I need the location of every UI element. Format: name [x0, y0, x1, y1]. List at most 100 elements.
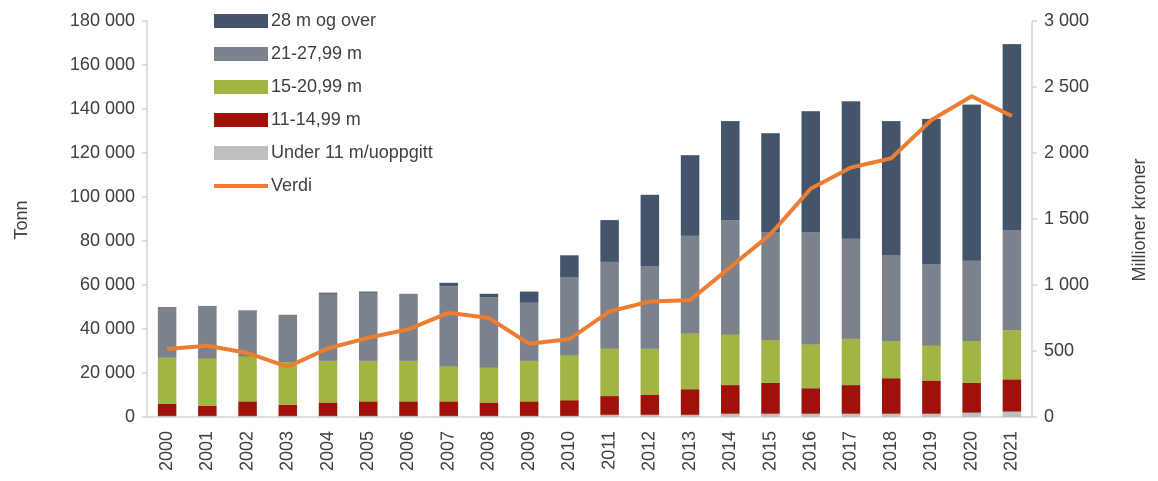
bar-segment	[801, 388, 821, 414]
bar-segment	[922, 380, 941, 414]
bar-segment	[198, 358, 217, 406]
y-axis-title: Tonn	[11, 200, 31, 239]
bar-segment	[680, 389, 700, 415]
x-tick-label: 2007	[437, 431, 457, 471]
legend-swatch	[214, 146, 268, 160]
bar-segment	[358, 415, 378, 417]
bar-segment	[922, 118, 941, 265]
bar-segment	[922, 345, 941, 381]
bar-segment	[801, 232, 821, 345]
y2-tick-label: 3 000	[1044, 10, 1089, 30]
legend-label: 15-20,99 m	[271, 76, 362, 96]
x-tick-label: 2010	[558, 431, 578, 471]
bar-segment	[238, 356, 257, 402]
bar-segment	[922, 413, 941, 417]
bar-segment	[680, 155, 700, 236]
bar-segment	[238, 310, 257, 357]
bar-segment	[721, 334, 740, 386]
bar-segment	[600, 396, 619, 415]
x-tick-label: 2005	[357, 431, 377, 471]
bar-segment	[479, 367, 499, 403]
bar-segment	[198, 415, 217, 417]
bar-segment	[881, 121, 901, 256]
y-tick-label: 60 000	[80, 274, 135, 294]
bar-segment	[600, 261, 619, 349]
bar-segment	[600, 348, 619, 397]
bar-segment	[600, 414, 619, 417]
bar-segment	[721, 121, 740, 221]
bar-segment	[881, 413, 901, 417]
bar-segment	[278, 314, 298, 362]
bar-segment	[560, 355, 579, 401]
bar-segment	[841, 101, 861, 239]
bar-segment	[358, 292, 378, 361]
bar-segment	[479, 293, 499, 298]
bar-segment	[358, 291, 378, 293]
bar-segment	[399, 360, 418, 402]
bar-segment	[157, 415, 177, 417]
bar-segment	[1002, 411, 1022, 417]
bar-segment	[640, 266, 660, 349]
x-tick-label: 2004	[317, 431, 337, 471]
bar-segment	[761, 232, 780, 340]
x-tick-label: 2001	[196, 431, 216, 471]
bar-segment	[962, 104, 981, 261]
bar-segment	[680, 333, 700, 390]
x-tick-label: 2021	[1001, 431, 1021, 471]
line-series	[166, 94, 1013, 369]
bar-segment	[761, 413, 780, 417]
y-tick-label: 120 000	[70, 142, 135, 162]
bar-segment	[761, 133, 780, 233]
legend-swatch	[214, 80, 268, 94]
bar-segment	[1002, 230, 1022, 331]
legend-swatch	[214, 113, 268, 127]
bar-segment	[358, 360, 378, 402]
y-tick-label: 20 000	[80, 362, 135, 382]
y-tick-label: 40 000	[80, 318, 135, 338]
bar-segment	[600, 220, 619, 262]
y2-tick-label: 2 500	[1044, 76, 1089, 96]
bar-segment	[439, 401, 458, 416]
bar-segment	[519, 302, 539, 361]
y-tick-label: 80 000	[80, 230, 135, 250]
x-tick-label: 2020	[960, 431, 980, 471]
legend-label: Verdi	[271, 175, 312, 195]
y2-tick-label: 0	[1044, 406, 1054, 426]
bar-segment	[881, 255, 901, 342]
bar-segment	[479, 402, 499, 416]
y-tick-label: 140 000	[70, 98, 135, 118]
x-tick-label: 2008	[478, 431, 498, 471]
y-tick-label: 160 000	[70, 54, 135, 74]
x-tick-label: 2002	[236, 431, 256, 471]
bar-segment	[519, 291, 539, 303]
legend-label: 28 m og over	[271, 10, 376, 30]
bar-segment	[1002, 379, 1022, 412]
bar-segment	[962, 382, 981, 413]
x-tick-label: 2003	[277, 431, 297, 471]
bar-segment	[157, 357, 177, 404]
x-tick-label: 2018	[880, 431, 900, 471]
bar-segment	[560, 400, 579, 416]
x-tick-label: 2016	[800, 431, 820, 471]
bar-segment	[399, 401, 418, 416]
bar-segment	[922, 264, 941, 346]
bar-segment	[761, 382, 780, 414]
bar-segment	[680, 414, 700, 417]
bar-segment	[318, 293, 338, 361]
bar-segment	[198, 406, 217, 416]
bar-segment	[761, 340, 780, 383]
bar-segment	[399, 415, 418, 417]
bar-segment	[680, 235, 700, 334]
bar-segment	[801, 413, 821, 417]
bar-segment	[721, 413, 740, 417]
bar-segment	[238, 401, 257, 416]
y2-tick-label: 500	[1044, 340, 1074, 360]
bar-segment	[640, 414, 660, 417]
bar-segment	[278, 415, 298, 417]
bar-segment	[841, 385, 861, 414]
bar-segment	[318, 415, 338, 417]
bar-segment	[318, 402, 338, 416]
bar-segment	[721, 220, 740, 335]
bar-segment	[1002, 330, 1022, 380]
